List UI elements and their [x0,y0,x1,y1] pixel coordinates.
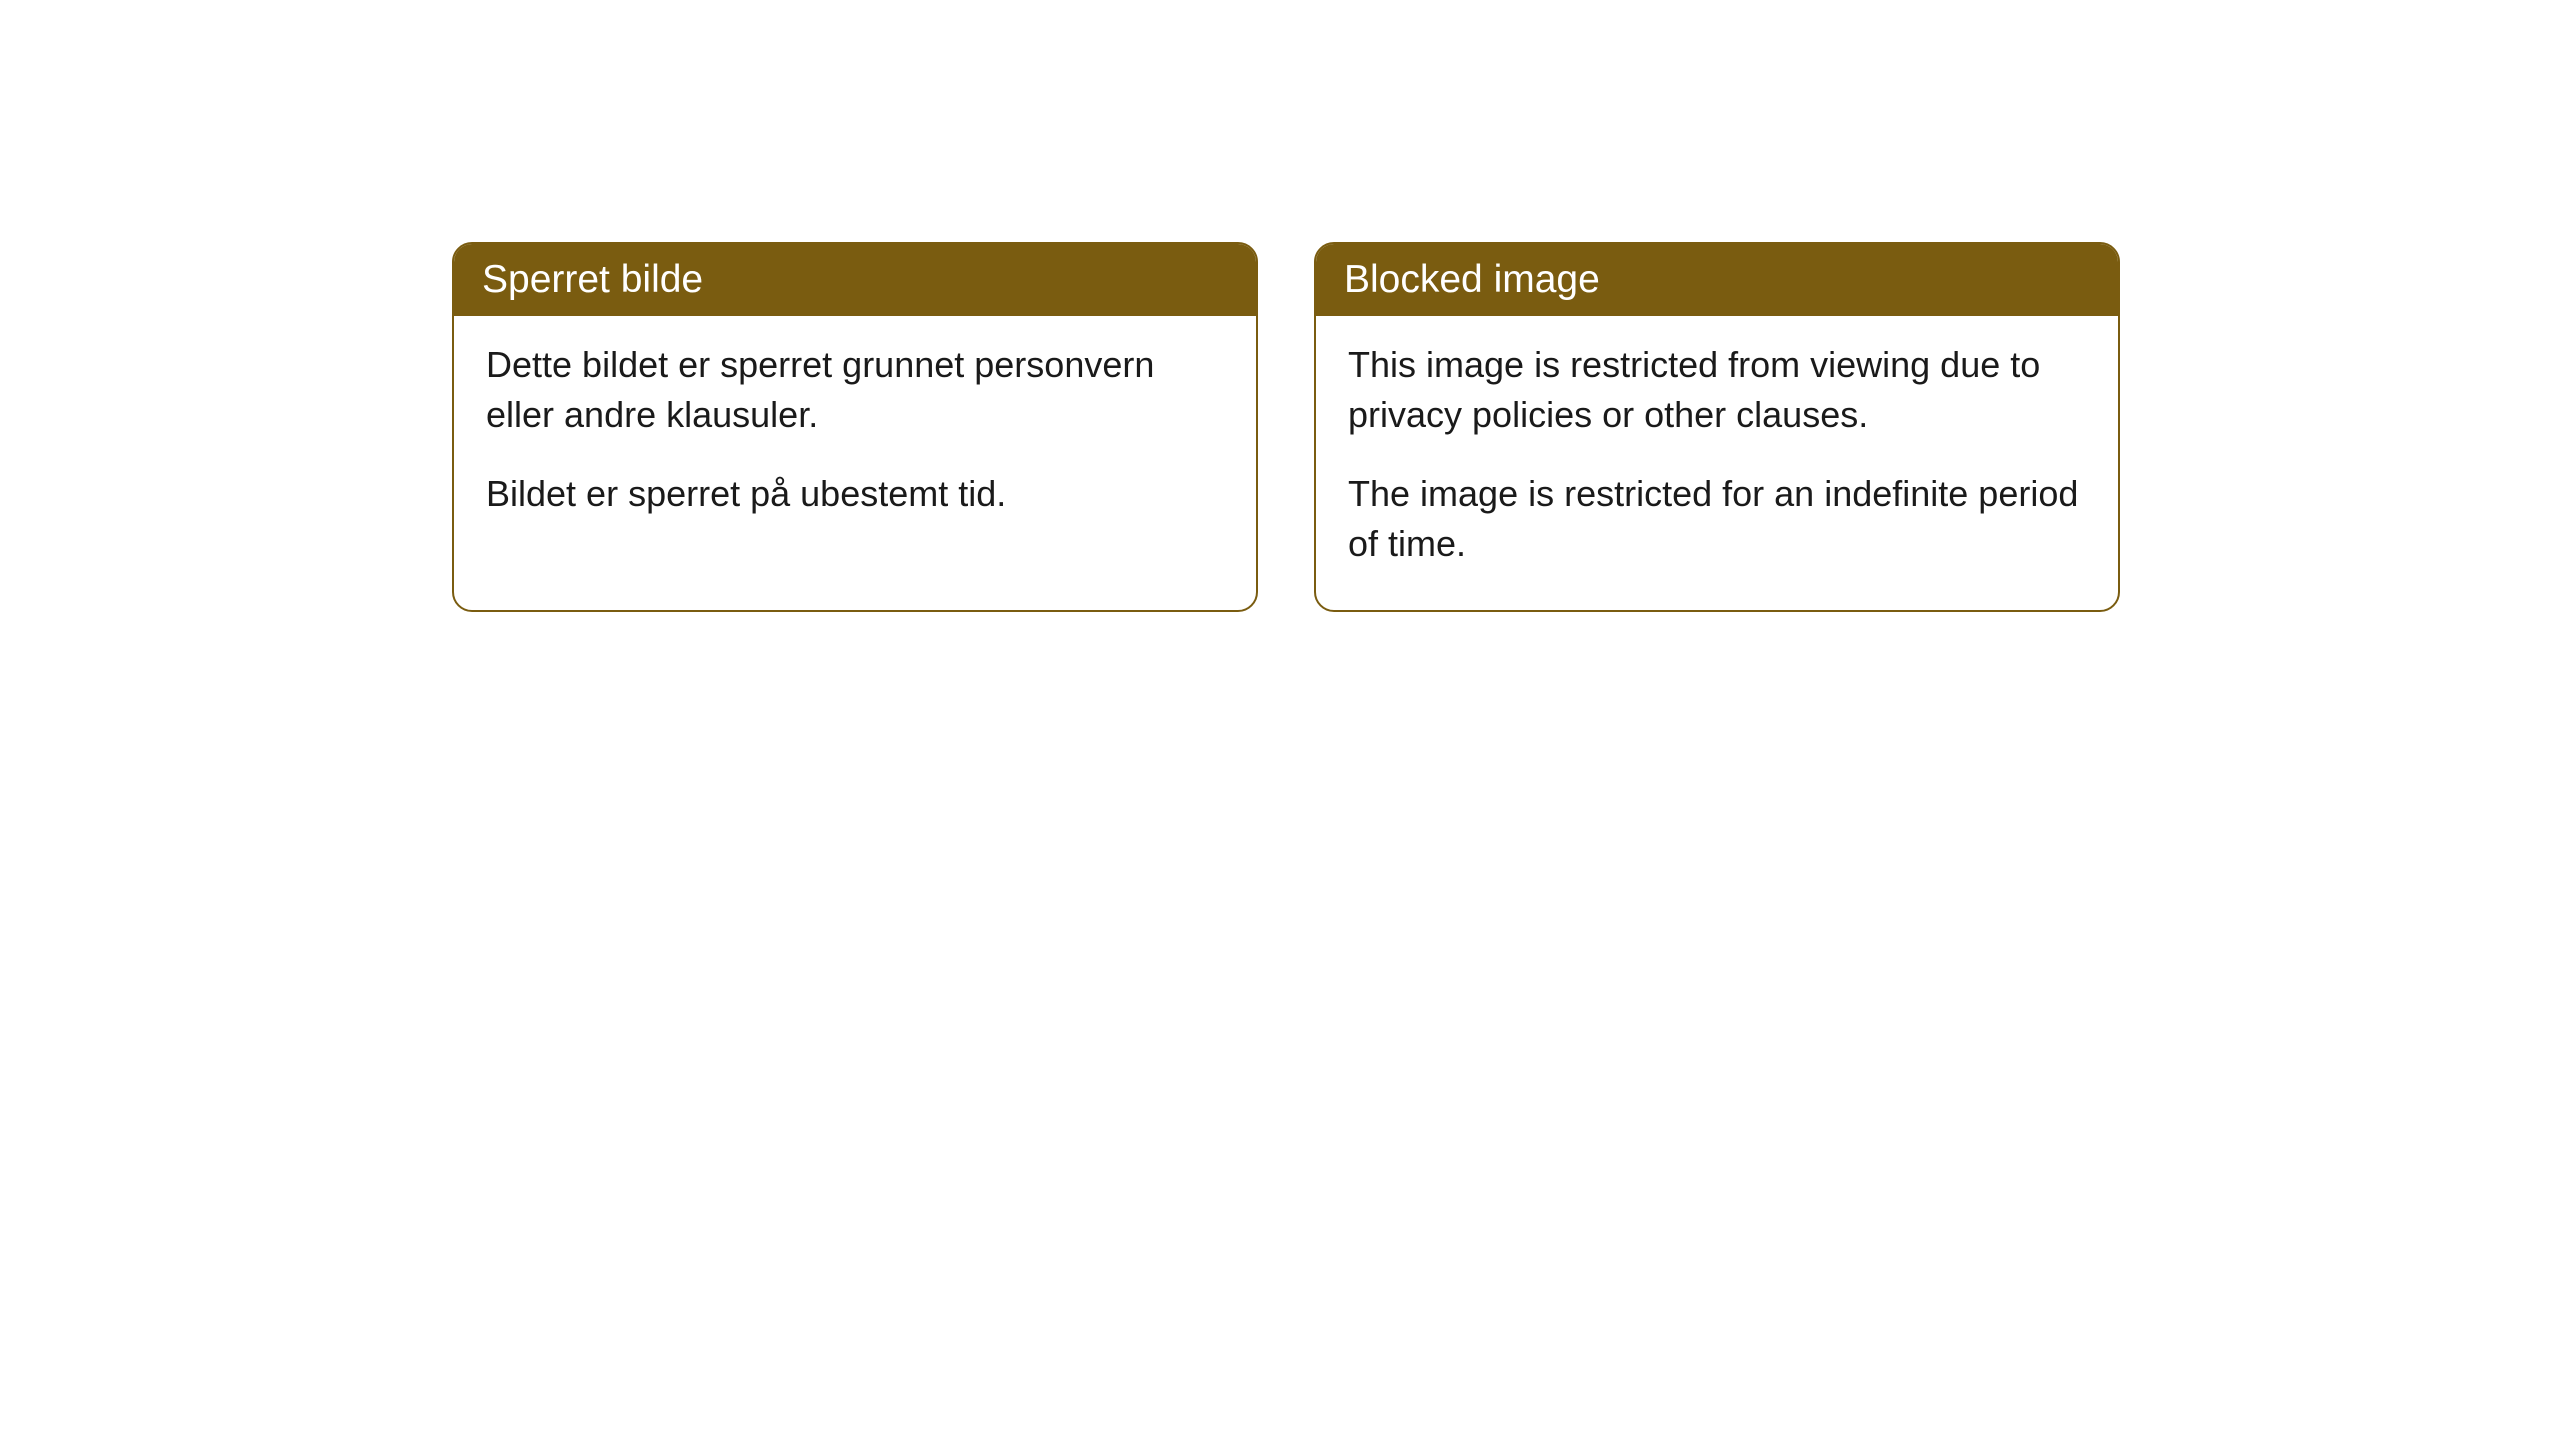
card-body: Dette bildet er sperret grunnet personve… [454,316,1256,559]
card-text-line-1: Dette bildet er sperret grunnet personve… [486,340,1224,441]
card-header: Sperret bilde [454,244,1256,316]
card-header: Blocked image [1316,244,2118,316]
card-text-line-1: This image is restricted from viewing du… [1348,340,2086,441]
card-title: Sperret bilde [482,258,703,301]
blocked-image-card-english: Blocked image This image is restricted f… [1314,242,2120,612]
blocked-image-cards: Sperret bilde Dette bildet er sperret gr… [452,242,2120,612]
blocked-image-card-norwegian: Sperret bilde Dette bildet er sperret gr… [452,242,1258,612]
card-body: This image is restricted from viewing du… [1316,316,2118,610]
card-text-line-2: Bildet er sperret på ubestemt tid. [486,469,1224,519]
card-title: Blocked image [1344,258,1600,301]
card-text-line-2: The image is restricted for an indefinit… [1348,469,2086,570]
